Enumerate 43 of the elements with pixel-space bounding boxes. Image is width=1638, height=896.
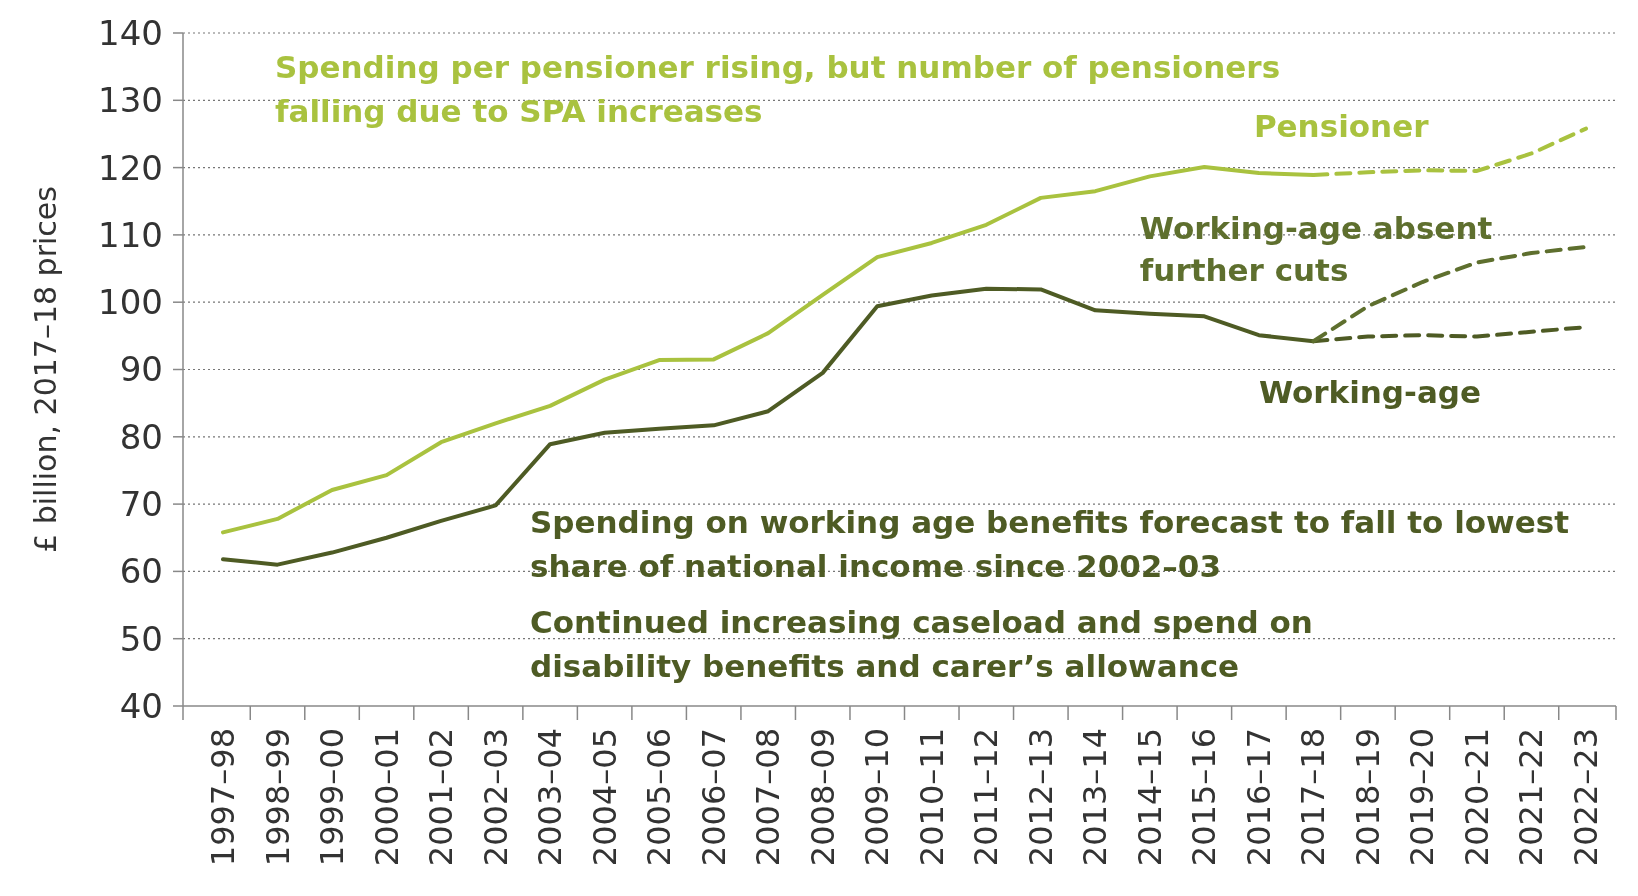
x-tick-label: 1997–98 [204, 728, 242, 867]
x-tick-label: 2020–21 [1457, 728, 1496, 867]
y-tick-label: 60 [119, 551, 163, 592]
x-tick-label: 2014–15 [1130, 728, 1169, 867]
x-tick-label: 1998–99 [258, 728, 297, 867]
x-tick-label: 2004–05 [585, 728, 624, 867]
annotation: Continued increasing caseload and spend on disability benefits and carer’s allowance [530, 604, 1313, 684]
y-axis-title: £ billion, 2017–18 prices [28, 186, 63, 553]
x-tick-label: 2009–10 [858, 728, 897, 867]
series-label: Working-age [1258, 374, 1482, 411]
y-tick-label: 90 [119, 349, 163, 390]
y-tick-label: 110 [98, 214, 163, 255]
y-tick-label: 50 [119, 618, 163, 659]
x-tick-label: 2003–04 [531, 728, 570, 867]
y-tick-label: 40 [119, 685, 163, 726]
x-tick-label: 1999–00 [313, 728, 352, 867]
series-label: Working-age absent further cuts [1139, 210, 1493, 289]
y-tick-label: 80 [119, 416, 163, 457]
x-tick-label: 2008–09 [803, 728, 842, 867]
y-tick-label: 140 [98, 12, 163, 53]
x-tick-label: 2002–03 [476, 728, 515, 867]
annotation: Spending on working age benefits forecast to fall to lowest share of national income since 2002–03 [530, 504, 1570, 584]
x-tick-label: 2001–02 [422, 728, 461, 867]
series-label: Pensioner [1253, 108, 1430, 144]
x-tick-label: 2019–20 [1403, 728, 1442, 867]
x-tick-label: 2017–18 [1294, 728, 1333, 867]
x-tick-label: 2015–16 [1185, 728, 1224, 867]
x-tick-label: 2022–23 [1567, 728, 1605, 867]
y-tick-label: 70 [119, 484, 163, 524]
x-tick-label: 2005–06 [640, 728, 679, 867]
x-tick-label: 2018–19 [1348, 728, 1387, 867]
x-tick-label: 2021–22 [1512, 728, 1551, 867]
x-tick-label: 2007–08 [749, 728, 788, 867]
y-tick-label: 130 [98, 80, 163, 121]
x-tick-label: 2006–07 [694, 728, 733, 867]
x-tick-label: 2013–14 [1076, 728, 1115, 867]
x-tick-label: 2016–17 [1239, 728, 1278, 867]
x-tick-label: 2011–12 [967, 728, 1006, 867]
y-tick-label: 120 [98, 147, 163, 188]
x-tick-label: 2012–13 [1021, 728, 1060, 867]
y-tick-label: 100 [98, 282, 163, 323]
x-tick-label: 2010–11 [912, 728, 951, 867]
x-tick-label: 2000–01 [367, 728, 406, 867]
